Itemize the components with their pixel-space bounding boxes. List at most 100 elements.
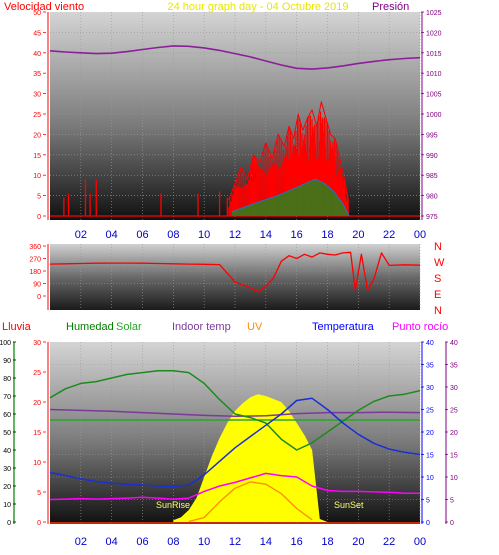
hour-label-bottom: 00	[414, 536, 426, 548]
rain-tick-label: 25	[33, 370, 41, 377]
temperature-tick-label: 20	[426, 430, 434, 437]
hour-label-bottom: 22	[383, 536, 395, 548]
legend-solar: Solar	[116, 321, 142, 333]
hour-label-top: 10	[198, 229, 210, 241]
hour-label-top: 18	[321, 229, 333, 241]
hour-label-top: 02	[75, 229, 87, 241]
wind-tick-label: 5	[37, 194, 41, 201]
humidity-tick-label: 60	[3, 412, 11, 419]
hour-label-bottom: 18	[321, 536, 333, 548]
legend-temperatura: Temperatura	[312, 321, 375, 333]
wind-tick-label: 15	[33, 153, 41, 160]
pressure-tick-label: 1020	[426, 30, 442, 37]
legend-lluvia: Lluvia	[2, 321, 32, 333]
axes: 0510152025303540455097598098599099510001…	[0, 10, 458, 548]
hour-label-top: 04	[106, 229, 118, 241]
temperature-tick-label: 25	[426, 408, 434, 415]
grid	[50, 12, 421, 524]
wind-tick-label: 30	[33, 92, 41, 99]
hour-label-bottom: 08	[167, 536, 179, 548]
climate-plot	[49, 370, 421, 524]
wind-tick-label: 0	[37, 214, 41, 221]
dir-letter-w: W	[434, 257, 445, 269]
direction-tick-label: 360	[29, 244, 41, 251]
rain-tick-label: 15	[33, 430, 41, 437]
wind-panel-bg	[50, 12, 420, 220]
sunset-label: SunSet	[334, 500, 364, 510]
humidity-tick-label: 80	[3, 376, 11, 383]
rain-tick-label: 5	[37, 490, 41, 497]
indoor-tick-label: 20	[450, 430, 458, 437]
hour-label-top: 20	[352, 229, 364, 241]
wind-gust-line	[228, 101, 350, 204]
pressure-tick-label: 1005	[426, 92, 442, 99]
indoor-tick-label: 40	[450, 340, 458, 347]
rain-tick-label: 20	[33, 400, 41, 407]
direction-line	[49, 251, 421, 293]
dewpoint-line	[49, 472, 420, 501]
wind-average-area	[231, 179, 350, 216]
legend-humedad: Humedad	[66, 321, 114, 333]
direction-tick-label: 0	[37, 294, 41, 301]
temperature-tick-label: 0	[426, 520, 430, 527]
humidity-tick-label: 50	[3, 430, 11, 437]
solar-area	[173, 394, 328, 522]
pressure-line	[49, 45, 421, 70]
dir-letter-n-top: N	[434, 241, 442, 253]
sunrise-label: SunRise	[156, 500, 190, 510]
hour-label-top: 00	[414, 229, 426, 241]
humidity-tick-label: 40	[3, 448, 11, 455]
rain-tick-label: 30	[33, 340, 41, 347]
hour-label-bottom: 04	[106, 536, 118, 548]
temperature-tick-label: 10	[426, 475, 434, 482]
temperature-tick-label: 15	[426, 453, 434, 460]
direction-tick-label: 270	[29, 257, 41, 264]
temperature-tick-label: 35	[426, 363, 434, 370]
uv-line	[188, 481, 313, 523]
indoor-tick-label: 10	[450, 475, 458, 482]
hour-label-top: 22	[383, 229, 395, 241]
humidity-line	[49, 370, 421, 451]
rain-tick-label: 10	[33, 460, 41, 467]
humidity-tick-label: 0	[7, 520, 11, 527]
temperature-line	[49, 397, 421, 488]
wind-speed-label: Velocidad viento	[4, 1, 84, 13]
indoor-tick-label: 30	[450, 385, 458, 392]
temperature-tick-label: 40	[426, 340, 434, 347]
dir-letter-n-bottom: N	[434, 305, 442, 317]
pressure-tick-label: 1015	[426, 51, 442, 58]
direction-plot	[49, 251, 421, 293]
wind-tick-label: 50	[33, 10, 41, 17]
indoor-tick-label: 15	[450, 453, 458, 460]
indoor-tick-label: 0	[450, 520, 454, 527]
indoor-tick-label: 5	[450, 498, 454, 505]
temperature-tick-label: 5	[426, 498, 430, 505]
hour-label-top: 06	[136, 229, 148, 241]
hour-label-bottom: 16	[291, 536, 303, 548]
wind-tick-label: 45	[33, 30, 41, 37]
wind-average-line	[231, 178, 350, 217]
hour-label-bottom: 20	[352, 536, 364, 548]
temperature-tick-label: 30	[426, 385, 434, 392]
humidity-tick-label: 20	[3, 484, 11, 491]
wind-tick-label: 40	[33, 51, 41, 58]
hour-label-top: 14	[260, 229, 272, 241]
pressure-tick-label: 975	[426, 214, 438, 221]
pressure-tick-label: 1000	[426, 112, 442, 119]
legend-punto-rocio: Punto rocío	[392, 321, 448, 333]
humidity-tick-label: 100	[0, 340, 11, 347]
wind-pressure-plot	[49, 45, 421, 217]
dir-letter-s: S	[434, 273, 441, 285]
pressure-tick-label: 980	[426, 194, 438, 201]
humidity-tick-label: 70	[3, 394, 11, 401]
humidity-tick-label: 90	[3, 358, 11, 365]
dir-letter-e: E	[434, 289, 441, 301]
indoor-temp-line	[49, 408, 421, 418]
rain-tick-label: 0	[37, 520, 41, 527]
hour-label-bottom: 06	[136, 536, 148, 548]
pressure-tick-label: 1010	[426, 71, 442, 78]
hour-label-top: 16	[291, 229, 303, 241]
wind-tick-label: 10	[33, 173, 41, 180]
